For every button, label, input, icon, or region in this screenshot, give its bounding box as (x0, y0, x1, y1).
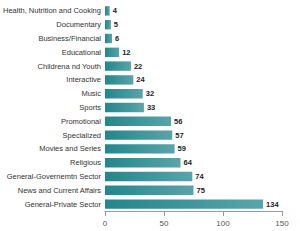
svg-text:50: 50 (160, 219, 169, 228)
svg-text:4: 4 (113, 6, 118, 15)
svg-text:56: 56 (174, 117, 182, 126)
svg-text:150: 150 (275, 219, 289, 228)
svg-text:12: 12 (122, 48, 130, 57)
svg-text:32: 32 (146, 89, 154, 98)
svg-text:Interactive: Interactive (66, 75, 101, 84)
svg-text:74: 74 (195, 172, 204, 181)
svg-text:Promotional: Promotional (61, 117, 101, 126)
svg-text:22: 22 (134, 62, 142, 71)
svg-text:Documentary: Documentary (56, 20, 101, 29)
svg-text:6: 6 (115, 34, 119, 43)
svg-text:57: 57 (175, 131, 183, 140)
svg-text:100: 100 (216, 219, 230, 228)
svg-text:General-Private Sector: General-Private Sector (25, 200, 102, 209)
svg-text:Educational: Educational (62, 48, 102, 57)
svg-text:Health, Nutrition and Cooking: Health, Nutrition and Cooking (3, 6, 101, 15)
svg-text:59: 59 (178, 144, 186, 153)
svg-text:24: 24 (136, 75, 145, 84)
svg-text:General-Governemtn Sector: General-Governemtn Sector (7, 172, 102, 181)
svg-text:Business/Financial: Business/Financial (38, 34, 101, 43)
svg-text:75: 75 (196, 186, 204, 195)
svg-text:Music: Music (81, 89, 101, 98)
svg-text:64: 64 (184, 158, 193, 167)
svg-text:Childrena nd Youth: Childrena nd Youth (38, 62, 101, 71)
svg-text:Specialized: Specialized (63, 131, 101, 140)
svg-text:Movies and Series: Movies and Series (39, 144, 101, 153)
svg-text:5: 5 (114, 20, 118, 29)
svg-text:134: 134 (266, 200, 279, 209)
svg-text:0: 0 (103, 219, 108, 228)
svg-text:News and Current Affairs: News and Current Affairs (18, 186, 101, 195)
svg-text:Religious: Religious (70, 158, 101, 167)
svg-text:Sports: Sports (79, 103, 101, 112)
svg-text:33: 33 (147, 103, 155, 112)
